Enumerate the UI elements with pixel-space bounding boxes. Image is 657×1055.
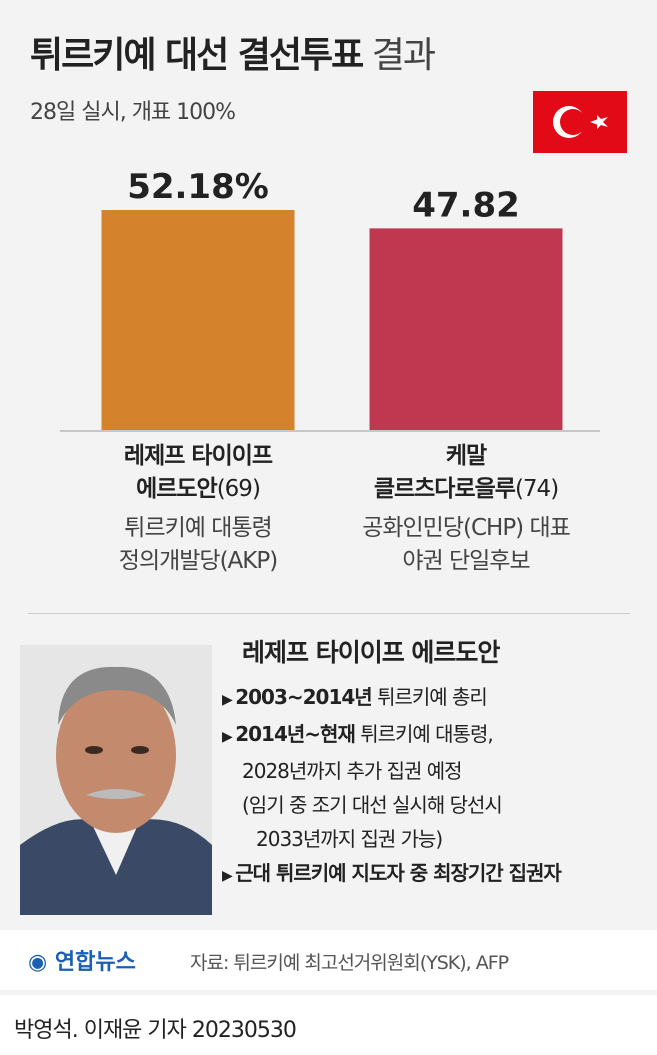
source: 자료: 튀르키예 최고선거위원회(YSK), AFP — [190, 952, 509, 974]
candidate-name: 케말 — [445, 443, 487, 469]
item-bold: 근대 튀르키예 지도자 중 최장기간 집권자 — [235, 861, 562, 885]
logo: ◉ 연합뉴스 — [28, 950, 136, 975]
item-bold: 2003~2014년 — [235, 685, 372, 709]
logo-text: 연합뉴스 — [54, 950, 136, 975]
turkey-flag — [533, 91, 627, 153]
title-light: 결과 — [371, 35, 436, 76]
description-line: 공화인민당(CHP) 대표 — [362, 515, 571, 541]
portrait — [20, 645, 212, 915]
credit-band — [0, 995, 657, 1055]
value-label: 47.82 — [412, 185, 520, 225]
title: 튀르키예 대선 결선투표 결과 — [30, 26, 436, 78]
divider — [28, 613, 630, 614]
description-line: 정의개발당(AKP) — [118, 548, 278, 574]
profile-name: 레제프 타이이프 에르도안 — [242, 638, 500, 667]
candidate-name: 클르츠다로을루 — [373, 476, 516, 502]
item-line: 2028년까지 추가 집권 예정 — [242, 759, 463, 783]
candidate-name: 에르도안 — [136, 476, 218, 502]
subtitle: 28일 실시, 개표 100% — [30, 100, 236, 125]
reporters: 박영석. 이재윤 기자 — [14, 1018, 187, 1043]
value-label: 52.18% — [127, 167, 269, 207]
candidate-age: (74) — [514, 476, 559, 502]
candidate-name-line: 클르츠다로을루(74) — [316, 473, 616, 506]
bullet: ▶ — [222, 729, 236, 745]
item-line: (임기 중 조기 대선 실시해 당선시 — [242, 793, 503, 817]
candidate-name: 레제프 타이이프 — [123, 443, 273, 469]
profile-item: ▶ 근대 튀르키예 지도자 중 최장기간 집권자 — [222, 856, 562, 893]
item-text: 튀르키예 대통령, — [360, 722, 494, 746]
bar — [101, 210, 295, 430]
footer-band — [0, 930, 657, 990]
candidate-name-line: 에르도안(69) — [48, 473, 348, 506]
date: 20230530 — [191, 1018, 297, 1043]
item-text: 튀르키예 총리 — [377, 685, 488, 709]
title-bold: 튀르키예 대선 결선투표 — [30, 35, 364, 76]
bar-chart: 52.18% 47.82 — [60, 167, 600, 432]
credit: 박영석. 이재윤 기자 20230530 — [14, 1012, 297, 1044]
profile-items: ▶ 2003~2014년 튀르키예 총리 ▶ 2014년~현재 튀르키예 대통령,… — [222, 680, 562, 893]
candidate-age: (69) — [216, 476, 261, 502]
bar — [369, 228, 563, 430]
bullet: ▶ — [222, 692, 236, 708]
profile-item: ▶ 2003~2014년 튀르키예 총리 — [222, 680, 561, 717]
description-line: 튀르키예 대통령 — [124, 515, 272, 541]
item-bold: 2014년~현재 — [235, 722, 356, 746]
item-line: 2033년까지 집권 가능) — [256, 827, 443, 851]
bullet: ▶ — [222, 868, 236, 884]
description-line: 야권 단일후보 — [402, 548, 530, 574]
profile-item: ▶ 2014년~현재 튀르키예 대통령, — [222, 717, 561, 754]
